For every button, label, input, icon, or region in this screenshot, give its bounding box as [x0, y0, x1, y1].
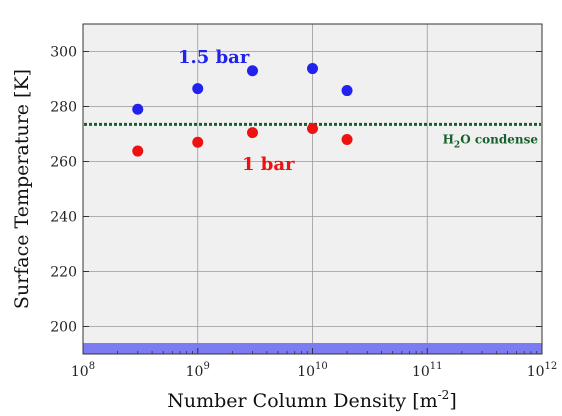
y-tick-label: 220: [50, 265, 77, 281]
point-1-5-bar: [246, 65, 258, 77]
h2o-condense-label: H2O condense: [443, 132, 539, 150]
grid: [82, 24, 543, 354]
x-axis-label: Number Column Density [m-2]: [167, 388, 457, 412]
y-axis-label: Surface Temperature [K]: [11, 69, 33, 309]
point-1-bar: [132, 145, 144, 157]
series-label-1-5-bar: 1.5 bar: [178, 47, 250, 68]
point-1-5-bar: [341, 85, 353, 97]
y-tick-label: 300: [50, 45, 77, 61]
point-1-5-bar: [192, 83, 204, 95]
x-tick-label: 1010: [297, 361, 328, 380]
y-tick-label: 260: [50, 155, 77, 171]
h2o-condense-label-sub: 2: [454, 140, 460, 150]
point-1-5-bar: [307, 63, 318, 75]
y-axis-ticks: 200 220 240 260 280 300: [50, 45, 542, 336]
point-1-bar: [246, 127, 258, 139]
point-1-bar: [307, 123, 318, 134]
x-tick-label: 1012: [527, 361, 558, 380]
point-1-bar: [341, 134, 353, 145]
data-points: [132, 63, 353, 157]
point-1-5-bar: [132, 103, 144, 115]
x-tick-label: 108: [71, 361, 95, 380]
y-tick-label: 280: [50, 100, 77, 116]
series-label-1-bar: 1 bar: [242, 154, 295, 175]
h2o-condense-label-tail: O condense: [460, 132, 538, 146]
point-1-bar: [192, 136, 204, 148]
y-tick-label: 200: [50, 320, 77, 336]
x-tick-label: 1011: [412, 361, 443, 380]
x-tick-label: 109: [186, 361, 210, 380]
y-tick-label: 240: [50, 210, 77, 226]
x-axis-ticks: 108 109 1010 1011 1012: [71, 348, 557, 380]
